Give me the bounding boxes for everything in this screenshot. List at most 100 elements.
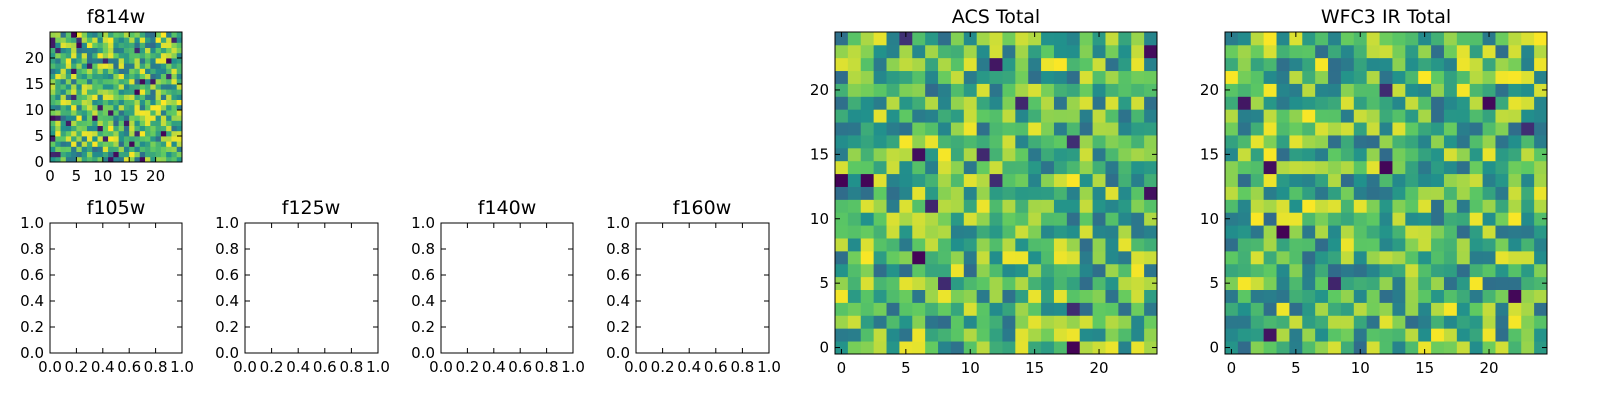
heatmap-cell [1366, 302, 1380, 316]
heatmap-cell [1237, 199, 1252, 213]
heatmap-cell [950, 250, 965, 265]
heatmap-cell [97, 146, 104, 152]
heatmap-cell [1002, 250, 1016, 265]
heatmap-cell [1105, 341, 1119, 355]
heatmap-cell [1405, 289, 1419, 303]
heatmap-cell [835, 276, 849, 290]
heatmap-cell [1353, 250, 1368, 265]
heatmap-cell [1508, 70, 1522, 84]
heatmap-cell [1469, 238, 1483, 252]
heatmap-cell [976, 199, 990, 213]
heatmap-cell [166, 146, 172, 152]
heatmap-cell [1340, 212, 1355, 226]
heatmap-cell [1131, 122, 1145, 136]
y-tick-label: 0.4 [20, 292, 44, 310]
heatmap-cell [50, 68, 56, 74]
heatmap-cell [1392, 122, 1406, 136]
heatmap-cell [171, 125, 178, 132]
heatmap-cell [1015, 315, 1029, 329]
heatmap-cell [1118, 173, 1132, 187]
heatmap-cell [97, 156, 104, 163]
heatmap-cell [155, 58, 162, 64]
heatmap-cell [1431, 225, 1445, 239]
heatmap-cell [1482, 83, 1496, 97]
heatmap-cell [139, 156, 146, 163]
heatmap-cell [1289, 173, 1303, 187]
heatmap-cell [55, 156, 61, 163]
heatmap-cell [1302, 173, 1316, 187]
heatmap-cell [912, 96, 926, 110]
heatmap-cell [873, 173, 887, 187]
heatmap-cell [129, 78, 135, 85]
heatmap-cell [1028, 44, 1042, 59]
heatmap-cell [1418, 225, 1432, 239]
heatmap-cell [1105, 250, 1119, 265]
heatmap-cell [118, 146, 125, 152]
heatmap-cell [150, 115, 156, 121]
heatmap-cell [55, 94, 61, 100]
heatmap-cell [912, 238, 926, 252]
heatmap-cell [1053, 44, 1068, 59]
x-tick-label: 15 [120, 167, 139, 185]
heatmap-cell [963, 83, 978, 97]
heatmap-cell [1495, 199, 1509, 213]
heatmap-cell [1237, 57, 1252, 72]
heatmap-cell [97, 32, 104, 38]
heatmap-cell [97, 120, 104, 126]
heatmap-cell [989, 302, 1003, 316]
heatmap-cell [1482, 289, 1496, 303]
x-tick-label: 5 [72, 167, 82, 185]
heatmap-cell [912, 199, 926, 213]
heatmap-cell [160, 42, 167, 48]
heatmap-cell [160, 110, 167, 116]
heatmap-cell [1456, 83, 1471, 97]
heatmap-cell [1131, 160, 1145, 175]
heatmap-cell [1521, 315, 1535, 329]
heatmap-cell [97, 125, 104, 132]
heatmap-cell [1066, 212, 1081, 226]
heatmap-cell [1289, 57, 1303, 72]
heatmap-cell [65, 63, 72, 69]
heatmap-cell [1225, 289, 1239, 303]
heatmap-cell [71, 115, 77, 121]
heatmap-cell [1002, 328, 1016, 342]
heatmap-cell [873, 341, 887, 355]
heatmap-cell [835, 341, 849, 355]
heatmap-cell [81, 78, 88, 85]
heatmap-cell [108, 63, 114, 69]
heatmap-cell [1250, 250, 1265, 265]
heatmap-cell [92, 47, 98, 54]
heatmap-cell [176, 47, 183, 54]
y-tick-label: 0.2 [215, 318, 239, 336]
heatmap-cell [860, 173, 875, 187]
heatmap-cell [912, 250, 926, 265]
heatmap-cell [1237, 135, 1252, 149]
heatmap-cell [97, 110, 104, 116]
heatmap-cell [50, 156, 56, 163]
heatmap-cell [1237, 32, 1252, 46]
heatmap-cell [166, 136, 172, 142]
heatmap-cell [1405, 135, 1419, 149]
heatmap-cell [118, 110, 125, 116]
heatmap-cell [1118, 225, 1132, 239]
heatmap-cell [1250, 57, 1265, 72]
heatmap-cell [1366, 250, 1380, 265]
heatmap-cell [886, 276, 900, 290]
heatmap-cell [847, 70, 862, 84]
heatmap-cell [1379, 173, 1393, 187]
heatmap-cell [76, 104, 83, 111]
heatmap-cell [1443, 289, 1458, 303]
heatmap-cell [76, 146, 83, 152]
heatmap-cell [118, 32, 125, 38]
heatmap-cell [1521, 276, 1535, 290]
heatmap-cell [1392, 147, 1406, 162]
heatmap-cell [1482, 212, 1496, 226]
heatmap-cell [1495, 135, 1509, 149]
heatmap-cell [1131, 315, 1145, 329]
heatmap-cell [71, 125, 77, 132]
heatmap-cell [912, 276, 926, 290]
heatmap-cell [1237, 160, 1252, 175]
heatmap-cell [108, 42, 114, 48]
heatmap-cell [1418, 109, 1432, 123]
heatmap-cell [976, 44, 990, 59]
